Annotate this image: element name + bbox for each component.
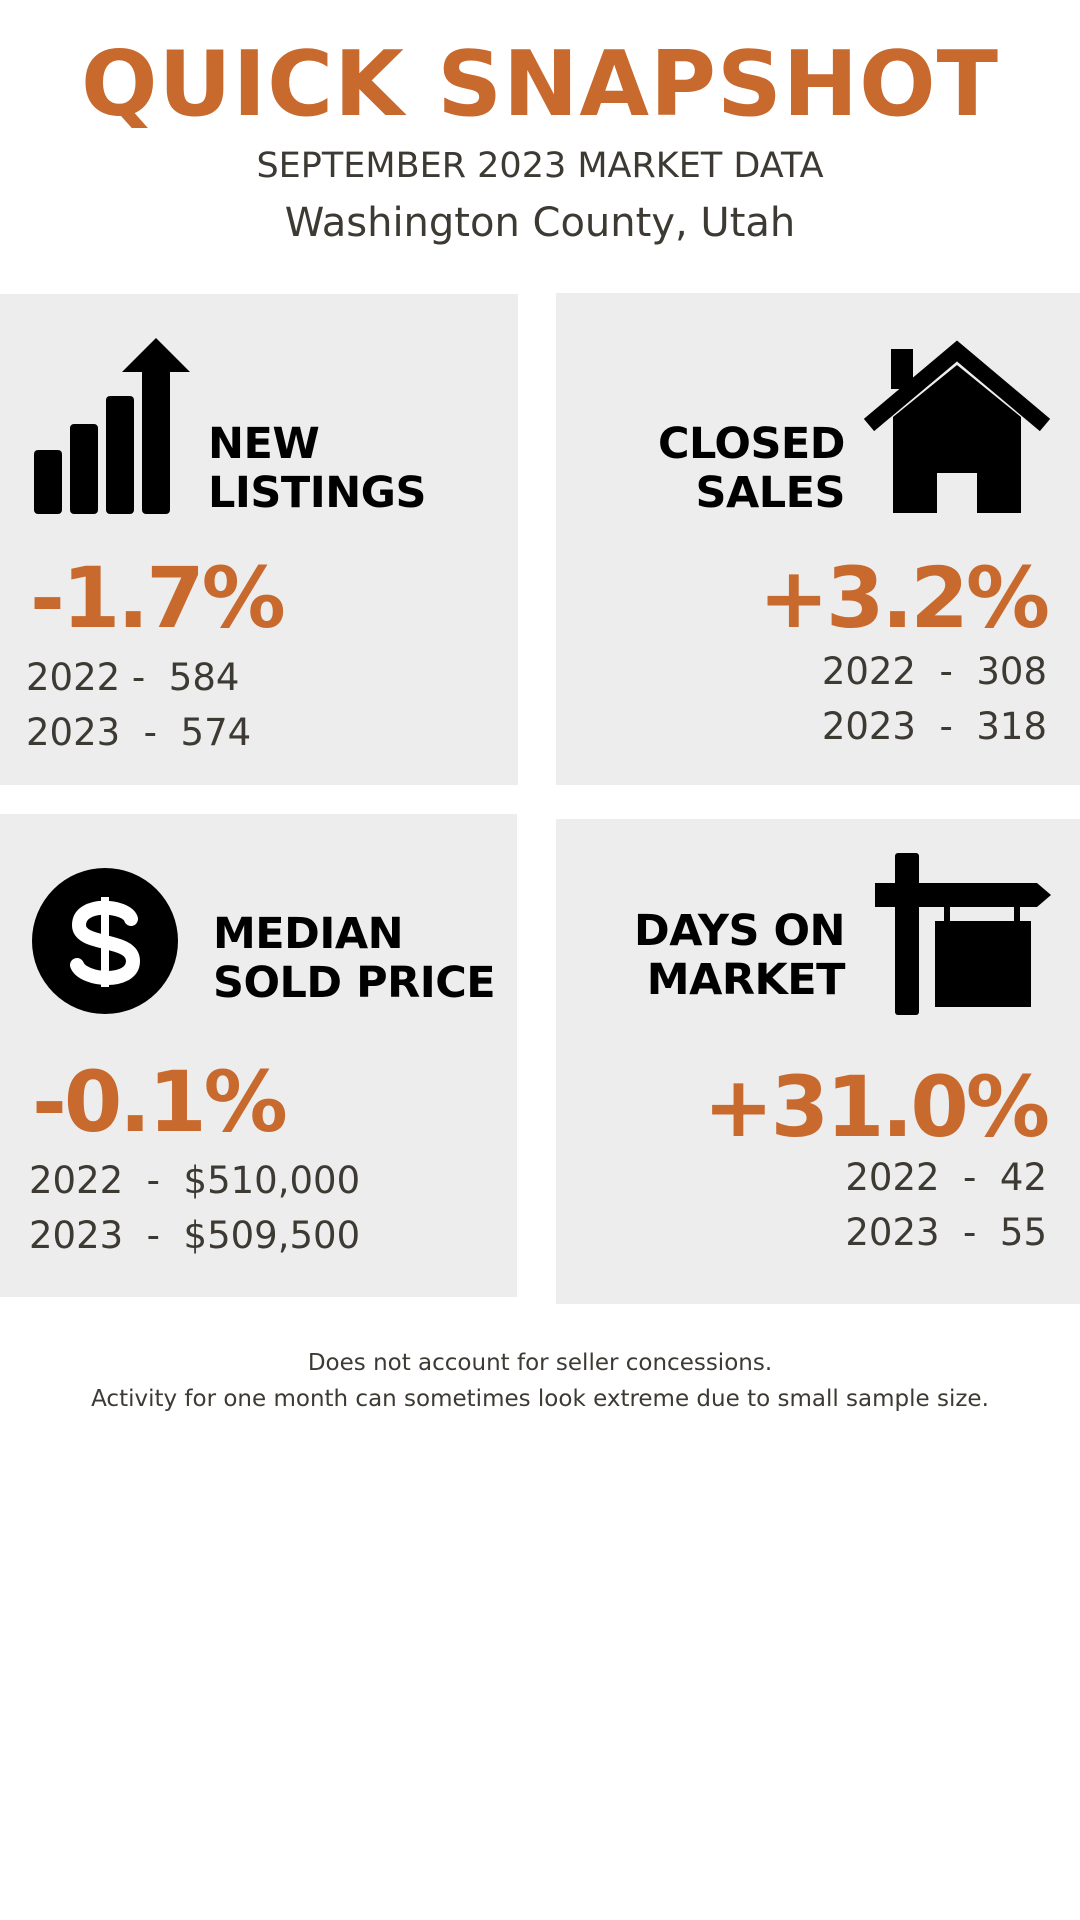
row: 2022 - 42 [845, 1156, 1047, 1199]
change: -1.7% [30, 549, 286, 647]
change: +3.2% [758, 549, 1050, 647]
row: 2022 - $510,000 [29, 1159, 361, 1202]
title: QUICK SNAPSHOT [81, 32, 999, 137]
card-title: CLOSED SALES [657, 419, 846, 518]
row: 2023 - 318 [821, 705, 1047, 748]
row: 2023 - 574 [26, 711, 252, 754]
location: Washington County, Utah [284, 200, 796, 246]
card-title: DAYS ON MARKET [634, 907, 845, 1005]
house-icon [863, 340, 1051, 513]
card: CLOSED SALES +3.2% 2022 - 308 2023 - 318 [556, 293, 1080, 785]
title-line: NEW [208, 419, 320, 469]
title-line: LISTINGS [208, 468, 426, 518]
card: MEDIAN SOLD PRICE -0.1% 2022 - $510,000 2… [0, 814, 517, 1297]
row: 2022 - 584 [26, 656, 240, 699]
title-line: SALES [695, 468, 846, 518]
title-line: CLOSED [657, 419, 846, 469]
card-title: MEDIAN SOLD PRICE [213, 909, 496, 1008]
row: 2023 - 55 [845, 1211, 1047, 1254]
dollar-icon [32, 868, 178, 1014]
change: -0.1% [32, 1053, 288, 1151]
title-line: DAYS ON [634, 906, 845, 956]
title-line: MEDIAN [213, 909, 404, 959]
chart-icon [34, 338, 190, 514]
subtitle: SEPTEMBER 2023 MARKET DATA [256, 146, 824, 186]
card-title: NEW LISTINGS [208, 420, 426, 518]
footer-note: Does not account for seller concessions. [307, 1350, 773, 1376]
title-line: MARKET [646, 955, 846, 1005]
title-line: SOLD PRICE [213, 958, 496, 1008]
row: 2023 - $509,500 [29, 1214, 361, 1257]
change: +31.0% [703, 1058, 1050, 1156]
sign-icon [875, 853, 1051, 1015]
card: NEW LISTINGS -1.7% 2022 - 584 2023 - 574 [0, 294, 518, 785]
row: 2022 - 308 [821, 650, 1047, 693]
footer-note: Activity for one month can sometimes loo… [91, 1386, 989, 1412]
card: DAYS ON MARKET +31.0% 2022 - 42 2023 - 55 [556, 819, 1080, 1304]
